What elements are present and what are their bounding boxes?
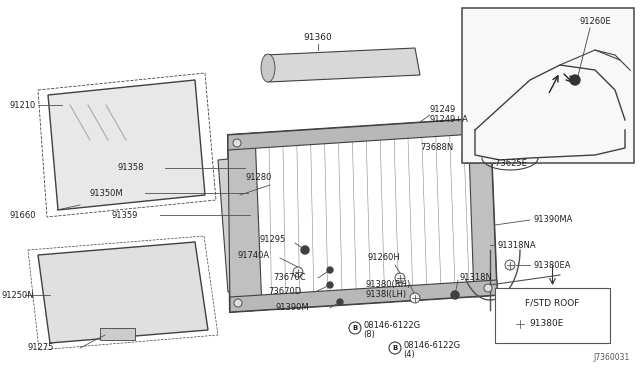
Text: 91210: 91210 (10, 100, 36, 109)
Circle shape (349, 322, 361, 334)
Text: 91295: 91295 (260, 235, 286, 244)
Text: 91358: 91358 (118, 164, 145, 173)
Text: 91275: 91275 (28, 343, 54, 353)
Text: 91380(RH): 91380(RH) (365, 280, 410, 289)
Text: (4): (4) (403, 350, 415, 359)
Polygon shape (468, 118, 497, 297)
Text: 91380EA: 91380EA (533, 260, 570, 269)
Text: B: B (353, 325, 358, 331)
Circle shape (233, 139, 241, 147)
Text: 91250N: 91250N (2, 291, 35, 299)
Polygon shape (265, 48, 420, 82)
Text: 91740A: 91740A (238, 251, 270, 260)
Text: 73688N: 73688N (420, 142, 453, 151)
Text: 91350M: 91350M (90, 189, 124, 198)
Text: (8): (8) (363, 330, 375, 339)
Circle shape (337, 299, 343, 305)
Text: 91360: 91360 (303, 33, 332, 42)
Circle shape (293, 267, 303, 277)
Text: 91390M: 91390M (275, 304, 308, 312)
Bar (495, 288, 610, 343)
Circle shape (478, 123, 486, 131)
Text: 91359: 91359 (112, 211, 138, 219)
Bar (100, 328, 135, 340)
Bar (462, 8, 634, 163)
Text: 9138l(LH): 9138l(LH) (365, 289, 406, 298)
Text: 91260E: 91260E (580, 17, 612, 26)
Text: 73670C: 73670C (273, 273, 306, 282)
Text: -73625E: -73625E (493, 158, 528, 167)
Text: 91660: 91660 (10, 211, 36, 219)
Circle shape (484, 284, 492, 292)
Circle shape (451, 291, 459, 299)
Circle shape (389, 342, 401, 354)
Text: 91249+A: 91249+A (430, 115, 469, 125)
Text: F/STD ROOF: F/STD ROOF (525, 298, 580, 308)
Ellipse shape (261, 54, 275, 82)
Circle shape (327, 267, 333, 273)
Text: 73670D: 73670D (268, 288, 301, 296)
Circle shape (234, 299, 242, 307)
Text: 08146-6122G: 08146-6122G (363, 321, 420, 330)
Text: 91318NA: 91318NA (498, 241, 536, 250)
Text: B: B (392, 345, 397, 351)
Polygon shape (228, 133, 262, 312)
Text: 91318N: 91318N (460, 273, 493, 282)
Text: 91380E: 91380E (529, 320, 563, 328)
Circle shape (395, 273, 405, 283)
Text: 91390MA: 91390MA (533, 215, 572, 224)
Text: 91260H: 91260H (368, 253, 401, 263)
Polygon shape (218, 158, 248, 292)
Circle shape (505, 260, 515, 270)
Polygon shape (228, 118, 490, 150)
Circle shape (570, 75, 580, 85)
Text: 08146-6122G: 08146-6122G (403, 340, 460, 350)
Circle shape (462, 157, 468, 163)
Circle shape (301, 246, 309, 254)
Text: 91249: 91249 (430, 106, 456, 115)
Polygon shape (48, 80, 205, 210)
Circle shape (410, 293, 420, 303)
Text: 91280: 91280 (245, 173, 271, 183)
Polygon shape (38, 242, 208, 343)
Circle shape (327, 282, 333, 288)
Text: J7360031: J7360031 (594, 353, 630, 362)
Circle shape (514, 318, 526, 330)
Polygon shape (230, 280, 497, 312)
